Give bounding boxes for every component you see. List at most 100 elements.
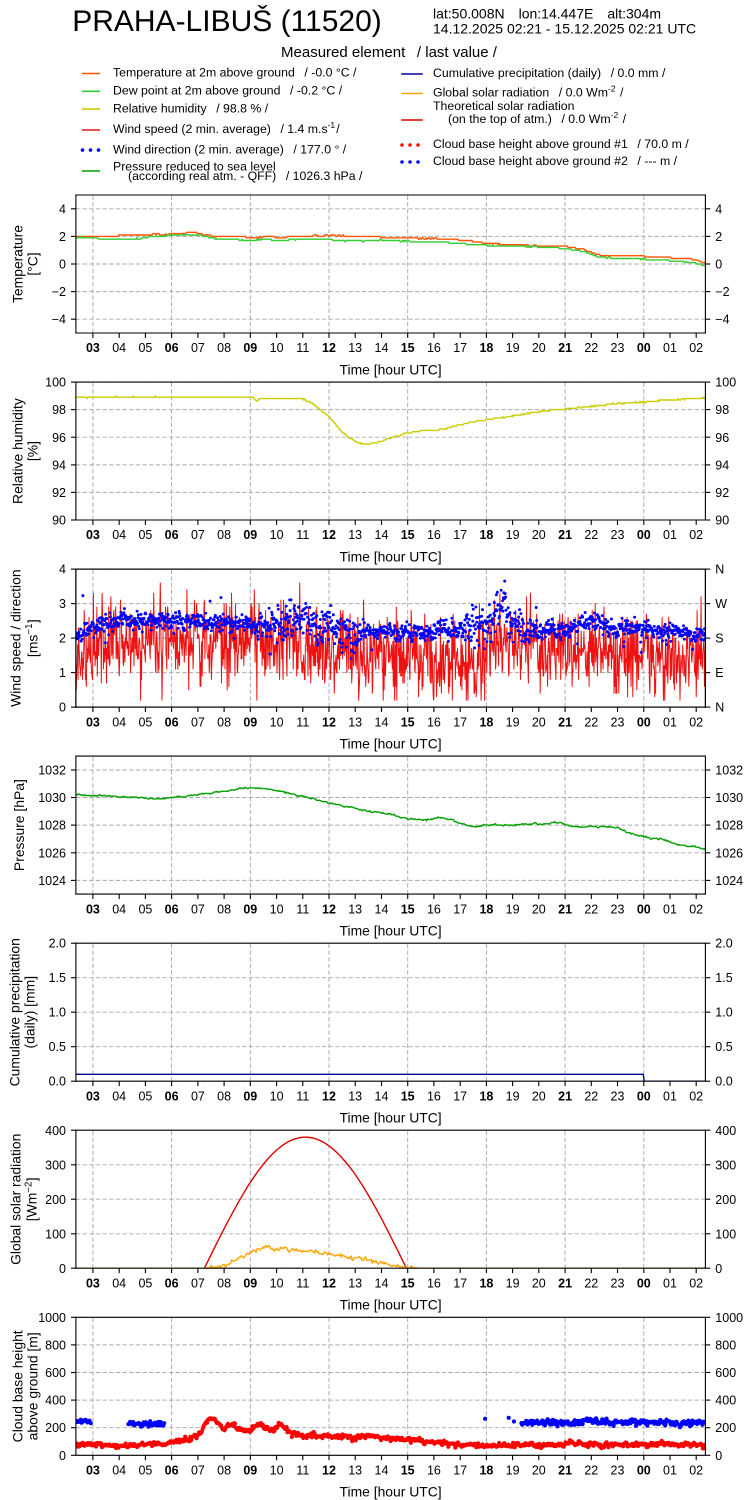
svg-text:02: 02 [689,715,703,729]
svg-text:Cloud base height above ground: Cloud base height above ground #2 / --- … [433,154,678,168]
svg-text:03: 03 [86,1089,100,1103]
svg-text:16: 16 [427,1089,441,1103]
svg-text:Global solar radiation: Global solar radiation [7,1134,23,1265]
svg-text:16: 16 [427,715,441,729]
svg-text:09: 09 [243,1089,257,1103]
svg-text:1026: 1026 [715,846,743,860]
svg-text:09: 09 [243,1464,257,1478]
svg-text:09: 09 [243,902,257,916]
svg-text:18: 18 [479,1089,493,1103]
svg-text:1026: 1026 [38,846,66,860]
svg-text:23: 23 [611,1089,625,1103]
svg-text:Cloud base height: Cloud base height [10,1330,26,1442]
svg-text:1028: 1028 [38,819,66,833]
svg-text:22: 22 [584,1276,598,1290]
svg-text:14: 14 [375,528,389,542]
svg-text:16: 16 [427,902,441,916]
svg-text:12: 12 [322,1276,336,1290]
svg-text:0: 0 [59,701,66,715]
svg-text:20: 20 [532,715,546,729]
svg-text:96: 96 [52,431,66,445]
svg-text:18: 18 [479,528,493,542]
svg-text:01: 01 [663,715,677,729]
svg-text:98: 98 [52,403,66,417]
svg-text:0: 0 [715,258,722,272]
svg-text:-1: -1 [328,120,336,130]
svg-text:-2: -2 [608,84,616,94]
svg-text:−4: −4 [52,313,66,327]
svg-text:18: 18 [479,902,493,916]
svg-text:19: 19 [506,528,520,542]
svg-text:00: 00 [637,902,651,916]
svg-text:2: 2 [59,632,66,646]
svg-text:200: 200 [45,1421,66,1435]
svg-text:17: 17 [453,1276,467,1290]
svg-text:22: 22 [584,715,598,729]
svg-text:20: 20 [532,528,546,542]
svg-text:lat:50.008N lon:14.447E alt:: lat:50.008N lon:14.447E alt:304m [433,6,661,22]
svg-text:08: 08 [217,715,231,729]
svg-text:20: 20 [532,1464,546,1478]
svg-text:01: 01 [663,1276,677,1290]
svg-text:-2: -2 [611,110,619,120]
svg-text:/: / [617,86,624,100]
svg-text:200: 200 [715,1193,736,1207]
svg-text:05: 05 [138,1089,152,1103]
svg-text:22: 22 [584,902,598,916]
svg-text:2: 2 [59,230,66,244]
svg-text:15: 15 [401,1276,415,1290]
svg-text:06: 06 [165,341,179,355]
svg-text:03: 03 [86,902,100,916]
svg-text:10: 10 [270,902,284,916]
svg-text:04: 04 [112,902,126,916]
svg-text:1032: 1032 [38,764,66,778]
svg-text:10: 10 [270,715,284,729]
svg-text:13: 13 [348,715,362,729]
svg-text:07: 07 [191,1276,205,1290]
svg-text:2.0: 2.0 [715,937,732,951]
svg-text:10: 10 [270,1276,284,1290]
svg-text:−2: −2 [52,285,66,299]
svg-text:Global solar radiation / 0.0: Global solar radiation / 0.0 Wm [433,86,608,100]
svg-text:21: 21 [558,1089,572,1103]
svg-text:0: 0 [715,1449,722,1463]
svg-text:N: N [715,701,724,715]
svg-text:100: 100 [45,1227,66,1241]
svg-text:07: 07 [191,341,205,355]
svg-text:100: 100 [715,376,736,390]
svg-text:11: 11 [296,715,309,729]
svg-text:21: 21 [558,341,572,355]
svg-text:400: 400 [715,1394,736,1408]
svg-text:08: 08 [217,902,231,916]
svg-text:00: 00 [637,715,651,729]
svg-text:1.5: 1.5 [49,971,66,985]
svg-text:0.0: 0.0 [49,1075,66,1089]
svg-text:Time [hour UTC]: Time [hour UTC] [340,735,442,751]
svg-text:09: 09 [243,528,257,542]
svg-text:06: 06 [165,528,179,542]
svg-text:07: 07 [191,902,205,916]
svg-text:1032: 1032 [715,764,743,778]
svg-text:PRAHA-LIBUŠ (11520): PRAHA-LIBUŠ (11520) [72,4,382,38]
svg-text:19: 19 [506,1276,520,1290]
svg-text:Time [hour UTC]: Time [hour UTC] [340,1297,442,1313]
svg-text:(on the top of atm.) / 0.0 Wm: (on the top of atm.) / 0.0 Wm [448,112,611,126]
svg-text:22: 22 [584,1089,598,1103]
svg-text:08: 08 [217,1089,231,1103]
svg-text:1.0: 1.0 [715,1006,732,1020]
svg-text:05: 05 [138,715,152,729]
svg-text:01: 01 [663,902,677,916]
svg-text:23: 23 [611,1464,625,1478]
svg-text:94: 94 [52,458,66,472]
svg-text:600: 600 [45,1366,66,1380]
svg-text:Pressure [hPa]: Pressure [hPa] [11,779,27,871]
svg-text:18: 18 [479,715,493,729]
svg-text:01: 01 [663,1464,677,1478]
svg-text:N: N [715,563,724,577]
svg-text:17: 17 [453,902,467,916]
svg-text:07: 07 [191,715,205,729]
svg-text:12: 12 [322,902,336,916]
svg-text:1000: 1000 [715,1311,743,1325]
svg-text:06: 06 [165,902,179,916]
svg-text:92: 92 [52,486,66,500]
